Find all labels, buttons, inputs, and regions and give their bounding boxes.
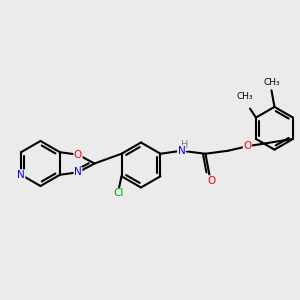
Text: H: H — [181, 140, 188, 150]
Text: CH₃: CH₃ — [236, 92, 253, 101]
Text: Cl: Cl — [113, 188, 124, 198]
Text: O: O — [243, 141, 252, 151]
Text: N: N — [17, 170, 25, 180]
Text: O: O — [207, 176, 216, 186]
Text: CH₃: CH₃ — [264, 78, 280, 87]
Text: N: N — [178, 146, 185, 156]
Text: N: N — [74, 167, 82, 177]
Text: O: O — [74, 150, 82, 160]
